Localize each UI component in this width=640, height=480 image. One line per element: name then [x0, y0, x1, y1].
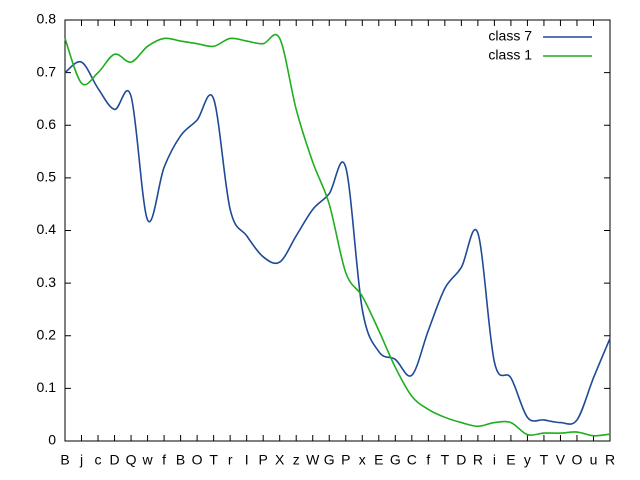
legend-label: class 1: [488, 47, 532, 63]
y-tick-label: 0.1: [37, 379, 57, 395]
x-tick-label: V: [556, 452, 566, 468]
x-tick-label: G: [390, 452, 401, 468]
y-tick-label: 0.5: [37, 169, 57, 185]
legend-label: class 7: [488, 28, 532, 44]
x-tick-label: E: [374, 452, 383, 468]
series-line: [64, 33, 611, 437]
x-tick-label: z: [293, 452, 300, 468]
y-tick-label: 0.2: [37, 326, 57, 342]
y-tick-label: 0.8: [37, 11, 57, 27]
y-tick-label: 0.7: [37, 63, 57, 79]
y-tick-label: 0.6: [37, 116, 57, 132]
x-tick-label: R: [473, 452, 483, 468]
x-tick-label: P: [341, 452, 350, 468]
x-tick-label: w: [142, 452, 154, 468]
x-tick-label: i: [493, 452, 496, 468]
y-tick-label: 0.3: [37, 274, 57, 290]
x-tick-label: W: [306, 452, 320, 468]
x-tick-label: f: [162, 452, 166, 468]
x-tick-label: X: [275, 452, 285, 468]
x-tick-label: P: [259, 452, 268, 468]
x-tick-label: B: [60, 452, 69, 468]
x-tick-label: T: [441, 452, 450, 468]
x-tick-label: j: [79, 452, 83, 468]
plot-frame: [64, 19, 611, 442]
x-tick-label: B: [176, 452, 185, 468]
x-tick-label: D: [109, 452, 119, 468]
x-tick-label: E: [506, 452, 515, 468]
series-line: [64, 60, 611, 425]
x-tick-label: R: [605, 452, 615, 468]
x-tick-label: D: [456, 452, 466, 468]
x-tick-label: C: [407, 452, 417, 468]
y-tick-label: 0.4: [37, 221, 57, 237]
x-tick-label: G: [324, 452, 335, 468]
x-tick-label: r: [228, 452, 233, 468]
x-tick-label: x: [359, 452, 366, 468]
x-tick-label: O: [572, 452, 583, 468]
x-tick-label: T: [540, 452, 549, 468]
x-tick-label: u: [590, 452, 598, 468]
x-tick-label: T: [209, 452, 218, 468]
x-tick-label: I: [245, 452, 249, 468]
x-tick-label: y: [524, 452, 531, 468]
y-tick-label: 0: [48, 432, 56, 448]
x-tick-label: f: [426, 452, 430, 468]
x-tick-label: c: [95, 452, 102, 468]
x-tick-label: O: [192, 452, 203, 468]
x-tick-label: Q: [126, 452, 137, 468]
